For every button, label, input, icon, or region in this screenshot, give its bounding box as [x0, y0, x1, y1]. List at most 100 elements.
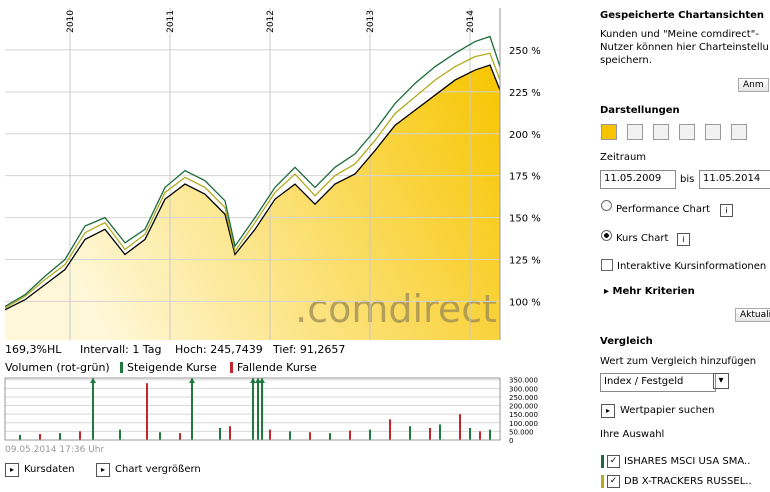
view-icon[interactable]: [601, 124, 617, 140]
button-icon[interactable]: ▸: [601, 404, 615, 418]
timestamp: 09.05.2014 17:36 Uhr: [5, 445, 104, 455]
y-tick-label: 125 %: [509, 256, 541, 267]
volume-bar: [179, 433, 181, 440]
radio-label: Performance Chart: [616, 204, 711, 215]
info-text: Kunden und "Meine comdirect"-: [600, 29, 759, 40]
volume-bar: [459, 414, 461, 440]
view-icon[interactable]: [679, 124, 695, 140]
link[interactable]: Mehr Kriterien: [612, 286, 695, 297]
section-title: Darstellungen: [600, 105, 680, 116]
info-text: speichern.: [600, 55, 652, 66]
button-icon[interactable]: ▸: [96, 463, 110, 477]
overflow-arrow: [189, 378, 195, 383]
expander[interactable]: ▸ Mehr Kriterien: [604, 286, 695, 297]
chart-stat: Hoch: 245,7439: [175, 343, 263, 356]
volume-bar: [309, 432, 311, 440]
checkbox[interactable]: ✓: [607, 455, 620, 468]
volume-bar: [79, 431, 81, 440]
volume-bar: [19, 434, 21, 440]
volume-bar: [429, 427, 431, 440]
volume-bar: [191, 378, 193, 440]
chart-stat: 169,3%HL: [5, 343, 62, 356]
date-input[interactable]: 11.05.2009: [600, 170, 676, 189]
legend-swatch: [120, 362, 123, 373]
view-icon[interactable]: [705, 124, 721, 140]
info-icon[interactable]: i: [677, 233, 690, 246]
y-tick-label: 300.000: [509, 385, 538, 393]
info-icon[interactable]: i: [720, 204, 733, 217]
watermark: .comdirect: [295, 287, 497, 331]
select[interactable]: Index / Festgeld: [600, 373, 716, 392]
volume-bar: [489, 429, 491, 440]
y-tick-label: 150.000: [509, 411, 538, 419]
y-tick-label: 200.000: [509, 403, 538, 411]
volume-bar: [252, 378, 254, 440]
series-color: [601, 475, 604, 488]
overflow-arrow: [250, 378, 256, 383]
y-tick-label: 50.000: [509, 428, 534, 436]
section-title: Vergleich: [600, 336, 653, 347]
volume-bar: [257, 378, 259, 440]
charts: .comdirect 100 % 125 % 150 % 175 % 200 % 225 …: [4, 8, 541, 455]
chart-stat: Intervall: 1 Tag: [80, 343, 162, 356]
volume-bar: [349, 430, 351, 440]
volume-bar: [289, 431, 291, 440]
y-tick-label: 0: [509, 437, 513, 445]
view-icon[interactable]: [731, 124, 747, 140]
section-title: Gespeicherte Chartansichten: [600, 10, 765, 21]
volume-bar: [389, 419, 391, 440]
volume-bar: [229, 426, 231, 440]
button-icon[interactable]: ▸: [5, 463, 19, 477]
line: [5, 52, 500, 309]
overflow-arrow: [255, 378, 261, 383]
x-tick-label: 2011: [166, 10, 176, 33]
volume-bar: [219, 427, 221, 440]
y-tick-label: 100.000: [509, 420, 538, 428]
checkbox[interactable]: ✓: [607, 475, 620, 488]
radio-label: Kurs Chart: [616, 233, 669, 244]
x-tick-label: 2014: [466, 10, 476, 33]
radio[interactable]: [601, 200, 612, 211]
volume-bar: [439, 424, 441, 440]
link[interactable]: Kursdaten: [24, 464, 75, 475]
area: [5, 65, 500, 340]
view-icon[interactable]: [653, 124, 669, 140]
label: Zeitraum: [600, 152, 647, 163]
y-tick-label: 250 %: [509, 46, 541, 57]
date-input[interactable]: 11.05.2014: [699, 170, 770, 189]
legend-swatch: [230, 362, 233, 373]
checkbox[interactable]: [601, 259, 613, 271]
frame: [4, 377, 501, 441]
x-tick-label: 2010: [66, 10, 76, 33]
volume-bar: [329, 433, 331, 440]
refresh-button[interactable]: Aktuali: [735, 308, 770, 322]
volume-bar: [119, 429, 121, 440]
select-arrow[interactable]: ▾: [713, 373, 729, 389]
line: [5, 35, 500, 308]
chart-stat: Tief: 91,2657: [272, 343, 345, 356]
label: bis: [680, 174, 695, 185]
view-icon[interactable]: [627, 124, 643, 140]
volume-bar: [159, 432, 161, 440]
x-tick-label: 2012: [266, 10, 276, 33]
link[interactable]: Chart vergrößern: [115, 464, 201, 475]
volume-bar: [39, 433, 41, 440]
overflow-arrow: [259, 378, 265, 383]
legend-entry: ISHARES MSCI USA SMA..: [624, 456, 751, 467]
login-button[interactable]: Anm: [738, 78, 769, 92]
line: [5, 64, 500, 311]
y-tick-label: 350.000: [509, 377, 538, 385]
link[interactable]: Wertpapier suchen: [620, 405, 715, 416]
y-tick-label: 100 %: [509, 297, 541, 308]
series-color: [601, 455, 604, 468]
y-tick-label: 175 %: [509, 172, 541, 183]
radio[interactable]: [601, 230, 612, 241]
volume-bar: [479, 431, 481, 440]
legend-label: Steigende Kurse: [127, 361, 217, 374]
y-tick-label: 225 %: [509, 88, 541, 99]
volume-bar: [409, 426, 411, 440]
volume-bar: [92, 378, 94, 440]
volume-bar: [146, 383, 148, 440]
overflow-arrow: [90, 378, 96, 383]
